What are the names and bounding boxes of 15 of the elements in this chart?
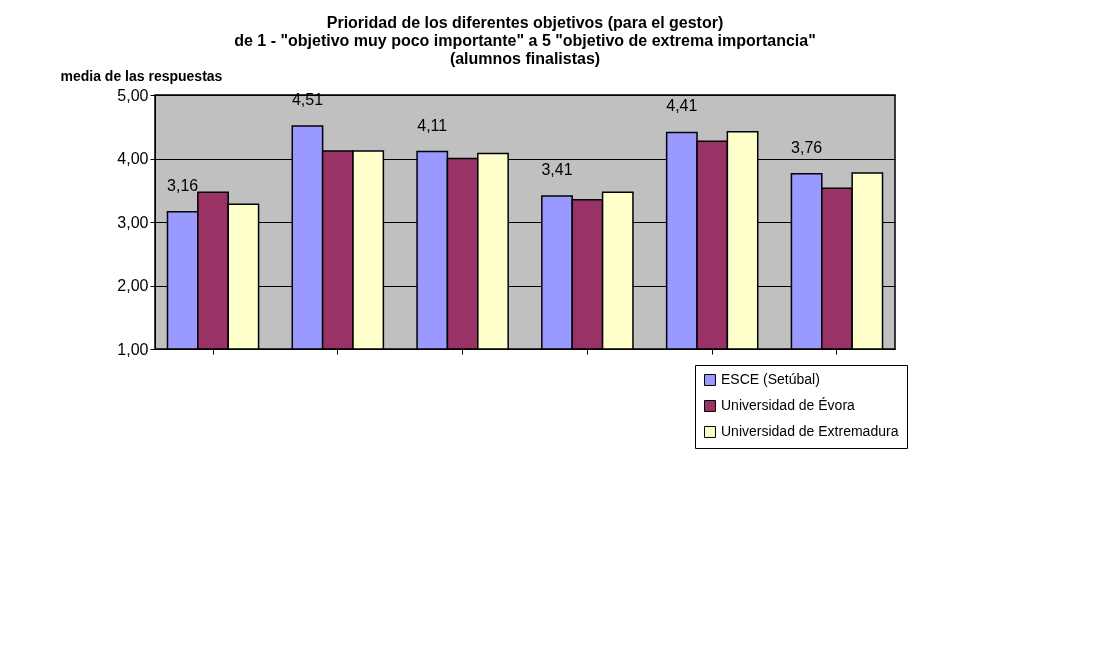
data-label: 4,11 bbox=[417, 116, 448, 134]
y-axis-title: media de las respuestas bbox=[60, 67, 223, 84]
data-label: 4,41 bbox=[666, 97, 698, 115]
y-tick-label: 5,00 bbox=[117, 86, 149, 104]
chart-title: Prioridad de los diferentes objetivos (para el gestor) de 1 - "objetivo muy poco importante" a 5 "objetivo de extrema importancia" (alumnos finalistas) bbox=[234, 14, 816, 67]
data-label: 3,76 bbox=[791, 138, 823, 156]
y-tick-label: 4,00 bbox=[117, 150, 149, 167]
y-tick-label: 3,00 bbox=[117, 213, 149, 231]
y-tick-label: 2,00 bbox=[117, 277, 149, 294]
legend-label: Universidad de Évora bbox=[721, 397, 856, 413]
y-tick-label: 1,00 bbox=[117, 340, 149, 358]
data-label: 3,41 bbox=[541, 160, 573, 178]
legend-label: Universidad de Extremadura bbox=[721, 423, 899, 439]
data-label: 3,16 bbox=[167, 176, 199, 194]
legend-label: ESCE (Setúbal) bbox=[721, 371, 820, 387]
